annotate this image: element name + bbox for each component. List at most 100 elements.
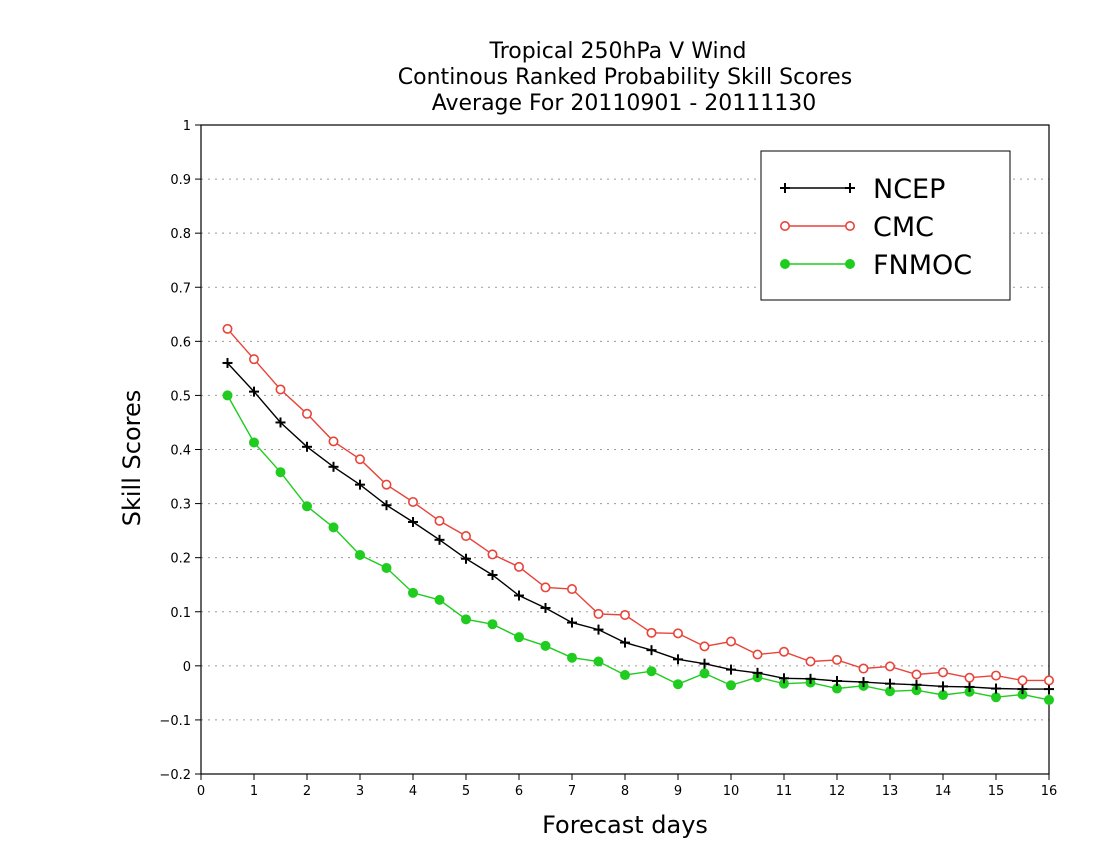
x-tick-label: 16: [1041, 784, 1058, 799]
fnmoc-point: [434, 594, 445, 605]
x-axis-ticks: 0 1 2 3 4 5 6 7 8 9 10 11 12 13 14 15 16: [197, 774, 1057, 799]
cmc-point: [619, 609, 630, 620]
x-tick-label: 4: [409, 784, 417, 799]
series-fnmoc: [222, 390, 1054, 705]
fnmoc-point: [593, 656, 604, 667]
cmc-point: [249, 354, 260, 365]
title-line-3: Average For 20110901 - 20111130: [432, 91, 817, 116]
cmc-point: [301, 408, 312, 419]
fnmoc-point: [938, 690, 948, 701]
ncep-point: [514, 590, 524, 601]
y-tick-label: 0.9: [170, 173, 191, 188]
legend-marker-fnmoc: [780, 259, 790, 269]
y-tick-label: 0.3: [170, 498, 191, 513]
ncep-point: [646, 645, 657, 656]
ncep-point: [964, 681, 975, 692]
ncep-point: [673, 654, 683, 665]
ncep-point: [858, 677, 869, 688]
x-tick-label: 3: [356, 784, 364, 799]
ncep-point: [911, 679, 922, 690]
title-line-2: Continous Ranked Probability Skill Score…: [398, 65, 852, 90]
legend-entry-fnmoc: FNMOC: [780, 250, 972, 281]
ncep-point: [275, 417, 286, 428]
fnmoc-point: [540, 640, 551, 651]
fnmoc-point: [222, 390, 233, 401]
fnmoc-point: [646, 666, 657, 677]
cmc-point: [990, 670, 1001, 681]
ncep-point: [355, 479, 365, 490]
fnmoc-point: [1044, 694, 1054, 705]
ncep-point: [726, 664, 736, 675]
cmc-point: [911, 669, 922, 680]
fnmoc-point: [302, 501, 312, 512]
x-tick-label: 1: [250, 784, 258, 799]
fnmoc-point: [249, 437, 259, 448]
x-tick-label: 2: [303, 784, 311, 799]
x-tick-label: 9: [674, 784, 682, 799]
fnmoc-point: [355, 549, 365, 560]
ncep-point: [222, 357, 233, 368]
y-tick-label: 0.5: [170, 389, 191, 404]
fnmoc-point: [275, 467, 286, 478]
ncep-point: [779, 673, 789, 684]
cmc-point: [725, 636, 736, 647]
fnmoc-point: [726, 680, 736, 691]
fnmoc-point: [514, 632, 524, 643]
y-tick-label: 0.4: [170, 444, 191, 459]
ncep-point: [302, 441, 312, 452]
fnmoc-point: [408, 587, 418, 598]
y-tick-label: 0.7: [170, 281, 191, 296]
cmc-point: [805, 656, 816, 667]
y-tick-label: 1: [183, 119, 191, 134]
legend-label-cmc: CMC: [873, 212, 934, 243]
ncep-point: [1044, 684, 1054, 695]
y-tick-label: −0.2: [159, 768, 191, 783]
y-tick-label: 0.6: [170, 335, 191, 350]
cmc-point: [407, 496, 418, 507]
ncep-point: [620, 637, 630, 648]
x-tick-label: 12: [829, 784, 846, 799]
cmc-point: [540, 582, 551, 593]
cmc-point: [884, 661, 895, 672]
y-tick-label: 0.8: [170, 227, 191, 242]
x-axis-label: Forecast days: [542, 811, 708, 839]
ncep-point: [699, 658, 710, 669]
fnmoc-point: [381, 562, 392, 573]
ncep-line: [226, 362, 1049, 690]
ncep-point: [832, 675, 842, 686]
fnmoc-point: [699, 668, 710, 679]
y-tick-label: −0.1: [159, 714, 191, 729]
ncep-point: [885, 678, 895, 689]
fnmoc-point: [567, 652, 577, 663]
cmc-point: [858, 663, 869, 674]
cmc-point: [646, 627, 657, 638]
title-line-1: Tropical 250hPa V Wind: [488, 39, 746, 64]
cmc-point: [593, 608, 604, 619]
legend-entry-ncep: NCEP: [780, 174, 945, 205]
fnmoc-point: [991, 692, 1001, 703]
cmc-point: [699, 641, 710, 652]
grid-lines: [201, 178, 1049, 721]
cmc-line: [226, 328, 1049, 682]
ncep-point: [434, 534, 445, 545]
cmc-point: [434, 515, 445, 526]
cmc-point: [937, 667, 948, 678]
cmc-point: [778, 646, 789, 657]
ncep-point: [408, 516, 418, 527]
x-tick-label: 0: [197, 784, 205, 799]
x-tick-label: 8: [621, 784, 629, 799]
legend-marker-cmc: [844, 221, 855, 232]
y-tick-label: 0.2: [170, 552, 191, 567]
y-tick-label: 0.1: [170, 606, 191, 621]
fnmoc-point: [487, 619, 498, 630]
ncep-point: [991, 683, 1001, 694]
x-tick-label: 14: [935, 784, 952, 799]
x-tick-label: 10: [723, 784, 740, 799]
fnmoc-line: [226, 395, 1050, 701]
ncep-point: [328, 461, 339, 472]
ncep-point: [752, 667, 763, 678]
y-tick-label: 0: [183, 660, 191, 675]
x-tick-label: 15: [988, 784, 1005, 799]
cmc-point: [752, 649, 763, 660]
